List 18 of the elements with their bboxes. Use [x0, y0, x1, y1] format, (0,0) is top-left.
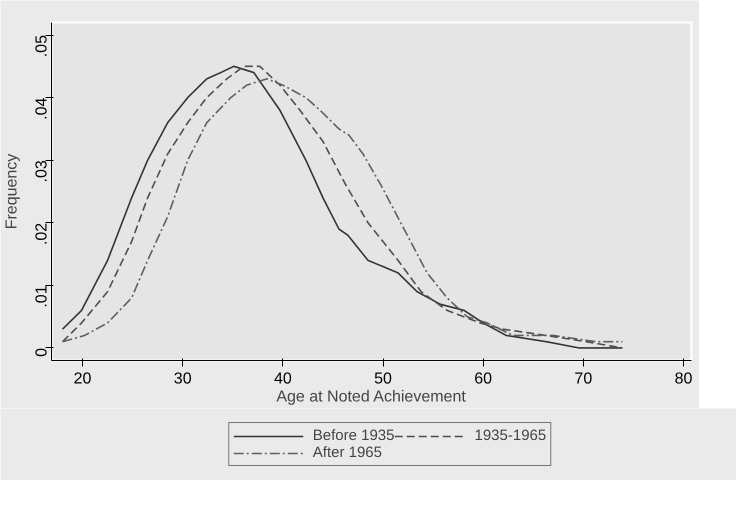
- x-tick-label: 20: [74, 370, 92, 388]
- legend-label: 1935-1965: [474, 427, 546, 444]
- x-tick-label: 70: [574, 370, 592, 388]
- y-tick-label: 0: [34, 348, 50, 357]
- y-tick-label: .05: [34, 34, 50, 58]
- y-axis-title: Frequency: [4, 154, 20, 230]
- y-tick-label: .04: [34, 98, 50, 120]
- legend-label: Before 1935: [312, 427, 394, 444]
- y-tick-label: .02: [34, 222, 50, 246]
- x-tick-label: 40: [274, 370, 292, 388]
- legend-label: After 1965: [312, 444, 382, 461]
- y-tick-label: .01: [34, 285, 50, 308]
- y-tick-label: .03: [34, 160, 50, 182]
- x-tick-label: 60: [474, 370, 492, 388]
- x-tick-label: 50: [374, 370, 392, 388]
- x-axis-title: Age at Noted Achievement: [276, 388, 466, 406]
- x-tick-label: 30: [174, 370, 192, 388]
- x-tick-label: 80: [674, 370, 692, 388]
